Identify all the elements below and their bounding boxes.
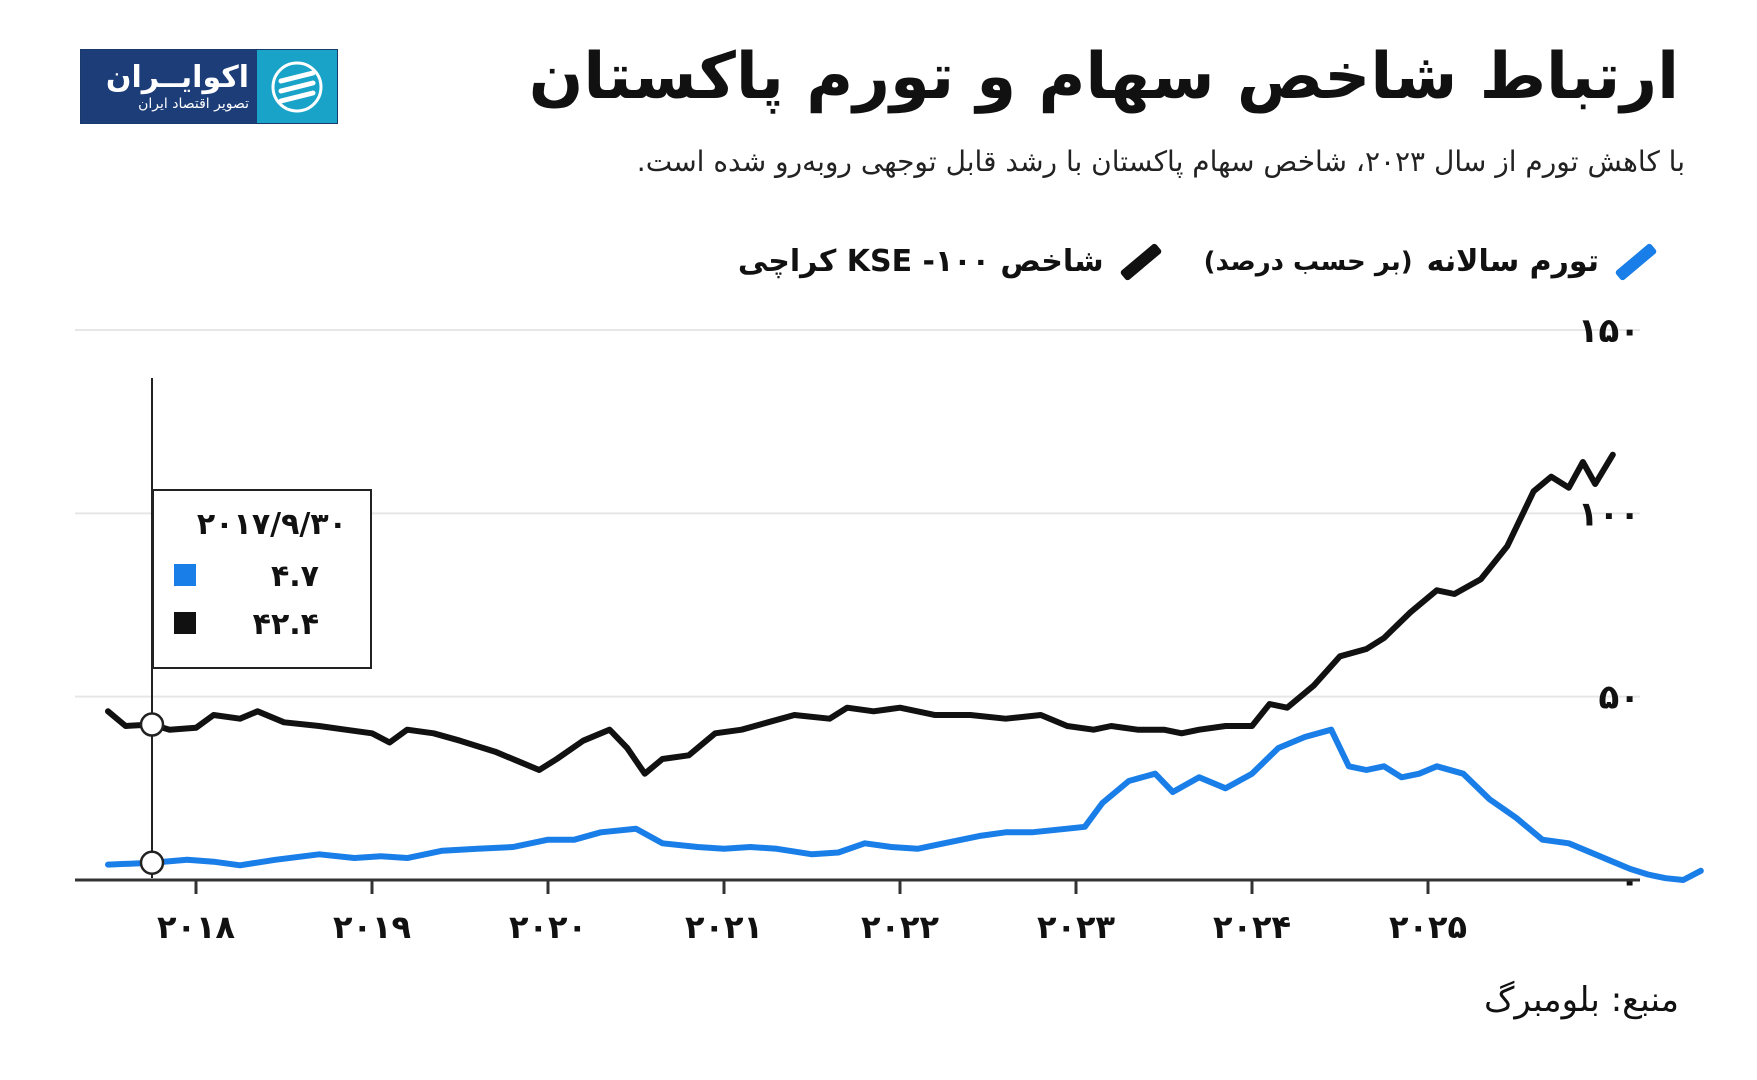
legend-label-inflation: تورم سالانه xyxy=(1426,244,1599,279)
y-tick-label: ۱۰۰ xyxy=(1578,494,1640,534)
y-tick-label: ۵۰ xyxy=(1598,678,1640,718)
logo-mark-icon xyxy=(257,50,337,123)
legend-item-index: شاخص KSE -۱۰۰ کراچی xyxy=(737,242,1164,281)
logo: اکوایــران تصویر اقتصاد ایران xyxy=(80,49,338,124)
x-tick-label: ۲۰۲۰ xyxy=(509,908,587,946)
chart-subtitle: با کاهش تورم از سال ۲۰۲۳، شاخص سهام پاکس… xyxy=(636,145,1685,178)
legend-item-inflation: تورم سالانه (بر حسب درصد) xyxy=(1203,242,1659,281)
x-tick-label: ۲۰۲۳ xyxy=(1037,908,1116,946)
legend-label-index: شاخص KSE -۱۰۰ کراچی xyxy=(737,244,1104,279)
series-line-kse100 xyxy=(105,451,1616,777)
legend-unit-inflation: (بر حسب درصد) xyxy=(1203,246,1413,277)
tooltip-marker-kse100 xyxy=(139,712,165,737)
x-tick-label: ۲۰۲۴ xyxy=(1213,908,1291,946)
tooltip-swatch-kse100 xyxy=(174,612,196,634)
x-tick-label: ۲۰۲۲ xyxy=(861,908,940,946)
logo-text: اکوایــران تصویر اقتصاد ایران xyxy=(81,50,257,123)
chart-title: ارتباط شاخص سهام و تورم پاکستان xyxy=(528,40,1679,114)
series-line-inflation xyxy=(105,726,1704,883)
source-note: منبع: بلومبرگ xyxy=(1483,980,1679,1020)
x-tick-label: ۲۰۱۹ xyxy=(333,908,411,946)
logo-name: اکوایــران xyxy=(105,59,249,95)
x-tick-label: ۲۰۲۱ xyxy=(685,908,763,946)
tooltip-date: ۲۰۱۷/۹/۳۰ xyxy=(197,507,347,542)
legend: تورم سالانه (بر حسب درصد) شاخص KSE -۱۰۰ … xyxy=(737,242,1659,281)
tooltip-value-kse100: ۴۲.۴ xyxy=(253,607,319,642)
tooltip-swatch-inflation xyxy=(174,564,196,586)
y-tick-label: ۱۵۰ xyxy=(1578,311,1640,351)
logo-tagline: تصویر اقتصاد ایران xyxy=(138,95,249,112)
x-tick-label: ۲۰۱۸ xyxy=(157,908,236,946)
tooltip-marker-inflation xyxy=(139,850,165,876)
tooltip-value-inflation: ۴.۷ xyxy=(271,559,319,594)
x-tick-label: ۲۰۲۵ xyxy=(1389,908,1467,946)
